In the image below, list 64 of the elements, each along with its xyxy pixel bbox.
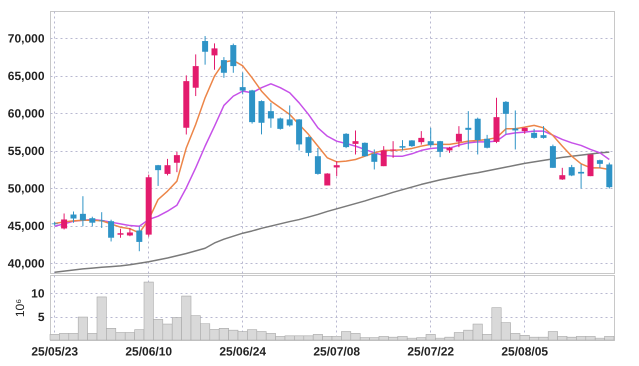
candlestick [268,102,274,128]
candlestick [400,140,406,152]
x-tick-label: 25/06/24 [219,344,266,358]
candlestick [371,148,378,170]
candlestick [89,216,96,227]
candlestick [540,126,546,140]
candlestick [390,140,396,158]
candlestick [352,130,358,155]
candlestick [380,146,387,167]
candlestick [70,210,76,224]
candlestick [220,56,227,78]
candlestick [118,228,124,238]
y-tick-label: 60,000 [8,106,45,121]
candlestick [230,43,236,74]
line-series [54,151,610,273]
candlestick [212,42,218,70]
candlestick [192,54,199,97]
candlestick [474,117,481,155]
x-tick-label: 25/08/05 [501,344,548,358]
candlestick [606,162,612,190]
candlestick [61,212,68,230]
candlestick [80,196,86,227]
y-tick-label: 10 [31,286,45,301]
candlestick [559,167,566,180]
y-tick-label: 65,000 [8,69,45,84]
y-tick-label: 70,000 [8,32,45,46]
candlestick [437,140,444,158]
candlestick [502,100,509,135]
candlestick [108,219,114,242]
candlestick [334,160,340,177]
x-tick-label: 25/05/23 [31,344,78,358]
candlestick [314,147,321,176]
candlestick [568,164,575,177]
x-tick-label: 25/06/10 [125,344,172,358]
candlestick [550,144,556,168]
candlestick [418,130,424,146]
candlestick [343,132,350,149]
candlestick [240,72,246,95]
candlestick [456,126,462,148]
candlestick [465,110,472,150]
y-tick-label: 50,000 [8,182,45,196]
candlestick [136,226,142,252]
y-axis-title: 10⁶ [13,298,28,318]
candlestick [202,36,208,66]
y-tick-label: 55,000 [8,144,45,158]
candlestick [362,142,368,158]
candlestick [428,127,434,148]
candlestick [155,164,162,186]
candlestick [174,151,180,173]
candlestick [578,164,584,190]
candlestick [512,110,518,150]
candlestick [531,128,538,140]
y-tick-label: 5 [38,310,45,324]
candlestick [258,100,264,135]
x-tick-label: 25/07/08 [313,344,360,358]
candlestick [306,136,312,157]
candlestick [164,158,170,176]
y-tick-label: 45,000 [8,219,45,234]
x-tick-label: 25/07/22 [407,344,454,358]
candlestick [324,172,330,186]
y-tick-label: 40,000 [8,256,45,271]
candlestick [286,104,293,128]
candlestick [277,117,284,130]
candlestick [484,134,490,149]
